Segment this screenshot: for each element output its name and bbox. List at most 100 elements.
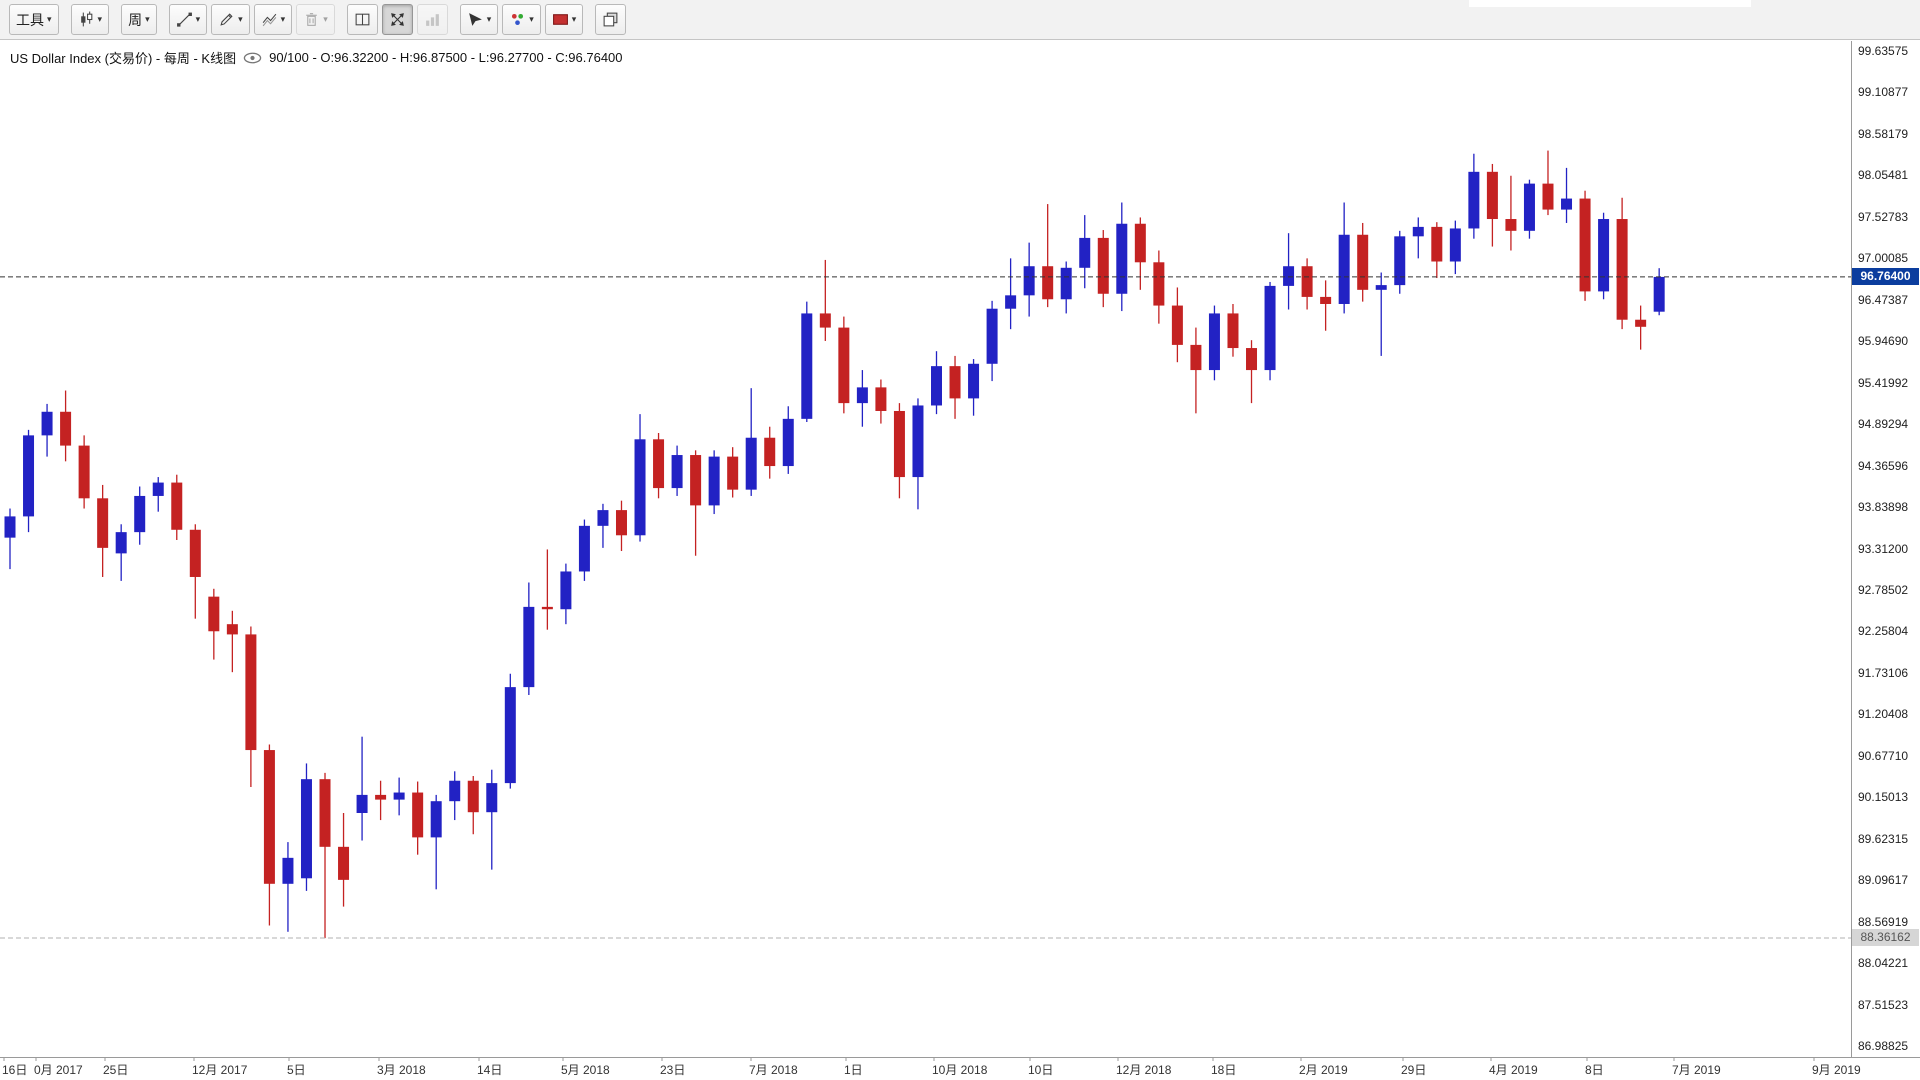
time-axis-label: 5日 — [287, 1063, 306, 1077]
current-price-tag: 96.76400 — [1852, 268, 1919, 286]
time-axis-label: 23日 — [660, 1063, 686, 1077]
candle — [1357, 222, 1369, 302]
candle — [597, 503, 609, 548]
candle — [931, 351, 942, 415]
eye-icon[interactable] — [243, 52, 262, 64]
toolbar-erase-button: ▾ — [296, 4, 335, 35]
candle — [1171, 287, 1183, 363]
toolbar-timeframe-label: 周 — [128, 11, 143, 28]
candle — [134, 486, 146, 545]
time-axis-label: 7月 2018 — [749, 1063, 798, 1077]
candle — [671, 445, 683, 496]
top-right-notch — [1469, 0, 1751, 7]
toolbar-tools-button[interactable]: 工具 ▾ — [9, 4, 59, 35]
volume-bars-icon — [424, 11, 441, 28]
price-axis-label: 95.41992 — [1858, 375, 1909, 390]
candle — [912, 398, 924, 510]
dropdown-caret-icon: ▾ — [571, 14, 577, 24]
price-axis-label: 87.51523 — [1858, 997, 1909, 1012]
time-axis-label: 8日 — [1585, 1063, 1604, 1077]
candle — [1542, 150, 1554, 216]
candle — [1579, 190, 1591, 301]
candle — [1505, 175, 1517, 251]
candle — [1208, 305, 1220, 381]
candle — [300, 763, 312, 891]
time-axis-label: 12月 2017 — [192, 1063, 248, 1077]
candle — [1116, 202, 1128, 312]
price-axis-label: 88.04221 — [1858, 956, 1909, 971]
toolbar-trendline-button[interactable]: ▾ — [168, 4, 208, 35]
dropdown-caret-icon: ▾ — [486, 14, 492, 24]
toolbar-windows-button[interactable] — [595, 4, 627, 35]
time-axis-label: 5月 2018 — [561, 1063, 610, 1077]
price-axis-label: 97.00085 — [1858, 251, 1909, 266]
candle — [393, 777, 405, 816]
candle — [708, 450, 720, 515]
low-marker-tag: 88.36162 — [1852, 929, 1919, 947]
candle — [1153, 250, 1165, 324]
candle — [1486, 163, 1498, 247]
toolbar-candle-color-button[interactable]: ▾ — [544, 4, 584, 35]
candle — [152, 477, 164, 512]
chart-container[interactable]: US Dollar Index (交易价) - 每周 - K线图 90/100 … — [0, 41, 1920, 1080]
candle — [1320, 280, 1332, 331]
candle — [430, 794, 442, 890]
candle — [578, 519, 590, 581]
dropdown-caret-icon: ▾ — [280, 14, 286, 24]
candle — [1338, 202, 1350, 314]
price-axis-label: 99.63575 — [1858, 44, 1909, 58]
price-axis-label: 95.94690 — [1858, 334, 1909, 349]
toolbar-draw-button[interactable]: ▾ — [211, 4, 250, 35]
candlestick-plot[interactable] — [0, 41, 1920, 1061]
price-axis-label: 97.52783 — [1858, 209, 1909, 224]
time-axis-label: 0月 2017 — [34, 1063, 83, 1077]
candle — [319, 772, 331, 939]
candle — [968, 359, 980, 416]
candle — [338, 812, 350, 907]
time-axis-label: 7月 2019 — [1672, 1063, 1721, 1077]
candle — [1301, 258, 1313, 310]
dropdown-caret-icon: ▾ — [323, 14, 328, 24]
candle — [653, 433, 665, 499]
arrow-icon — [467, 11, 484, 28]
dropdown-caret-icon: ▾ — [195, 14, 201, 24]
toolbar-compare-button[interactable]: ▾ — [253, 4, 293, 35]
toolbar-pointer-button[interactable]: ▾ — [459, 4, 499, 35]
time-axis-label: 12月 2018 — [1116, 1063, 1172, 1077]
candlestick-icon — [78, 11, 95, 28]
toolbar-tools-label: 工具 — [16, 11, 44, 28]
price-axis[interactable]: 99.63575 99.10877 98.58179 98.05481 97.52783… — [1852, 41, 1920, 1057]
expand-icon — [389, 11, 406, 28]
candle — [78, 435, 90, 509]
time-axis[interactable]: 16日 0月 2017 25日 12月 2017 5日 3月 2018 14日 5月 2018… — [0, 1057, 1920, 1080]
candle — [263, 744, 275, 926]
toolbar-chart-type-button[interactable]: ▾ — [70, 4, 110, 35]
candle — [615, 500, 627, 552]
candle — [949, 355, 961, 419]
layers-icon — [602, 11, 619, 28]
price-axis-label: 91.73106 — [1858, 665, 1909, 680]
price-axis-label: 94.36596 — [1858, 458, 1909, 473]
candle — [838, 316, 850, 414]
time-axis-label: 10日 — [1028, 1063, 1054, 1077]
candle — [634, 414, 646, 542]
price-axis-label: 96.47387 — [1858, 292, 1909, 307]
toolbar-palette-button[interactable]: ▾ — [502, 4, 541, 35]
candle — [1412, 217, 1424, 259]
candle — [375, 780, 387, 821]
dropdown-caret-icon: ▾ — [145, 14, 150, 24]
time-axis-label: 18日 — [1211, 1063, 1237, 1077]
candle — [1246, 340, 1258, 404]
toolbar-grid-button[interactable] — [346, 4, 378, 35]
toolbar-timeframe-button[interactable]: 周 ▾ — [121, 4, 157, 35]
dropdown-caret-icon: ▾ — [238, 14, 243, 24]
price-axis-label: 98.58179 — [1858, 126, 1909, 141]
price-axis-label: 93.31200 — [1858, 541, 1909, 556]
price-axis-label: 92.78502 — [1858, 582, 1909, 597]
toolbar-maximize-button[interactable] — [381, 4, 413, 35]
price-axis-label: 89.62315 — [1858, 831, 1909, 846]
candle — [1134, 217, 1146, 290]
ohlc-readout: 90/100 - O:96.32200 - H:96.87500 - L:96.… — [269, 50, 623, 65]
time-axis-label: 4月 2019 — [1489, 1063, 1538, 1077]
compare-icon — [261, 11, 278, 28]
